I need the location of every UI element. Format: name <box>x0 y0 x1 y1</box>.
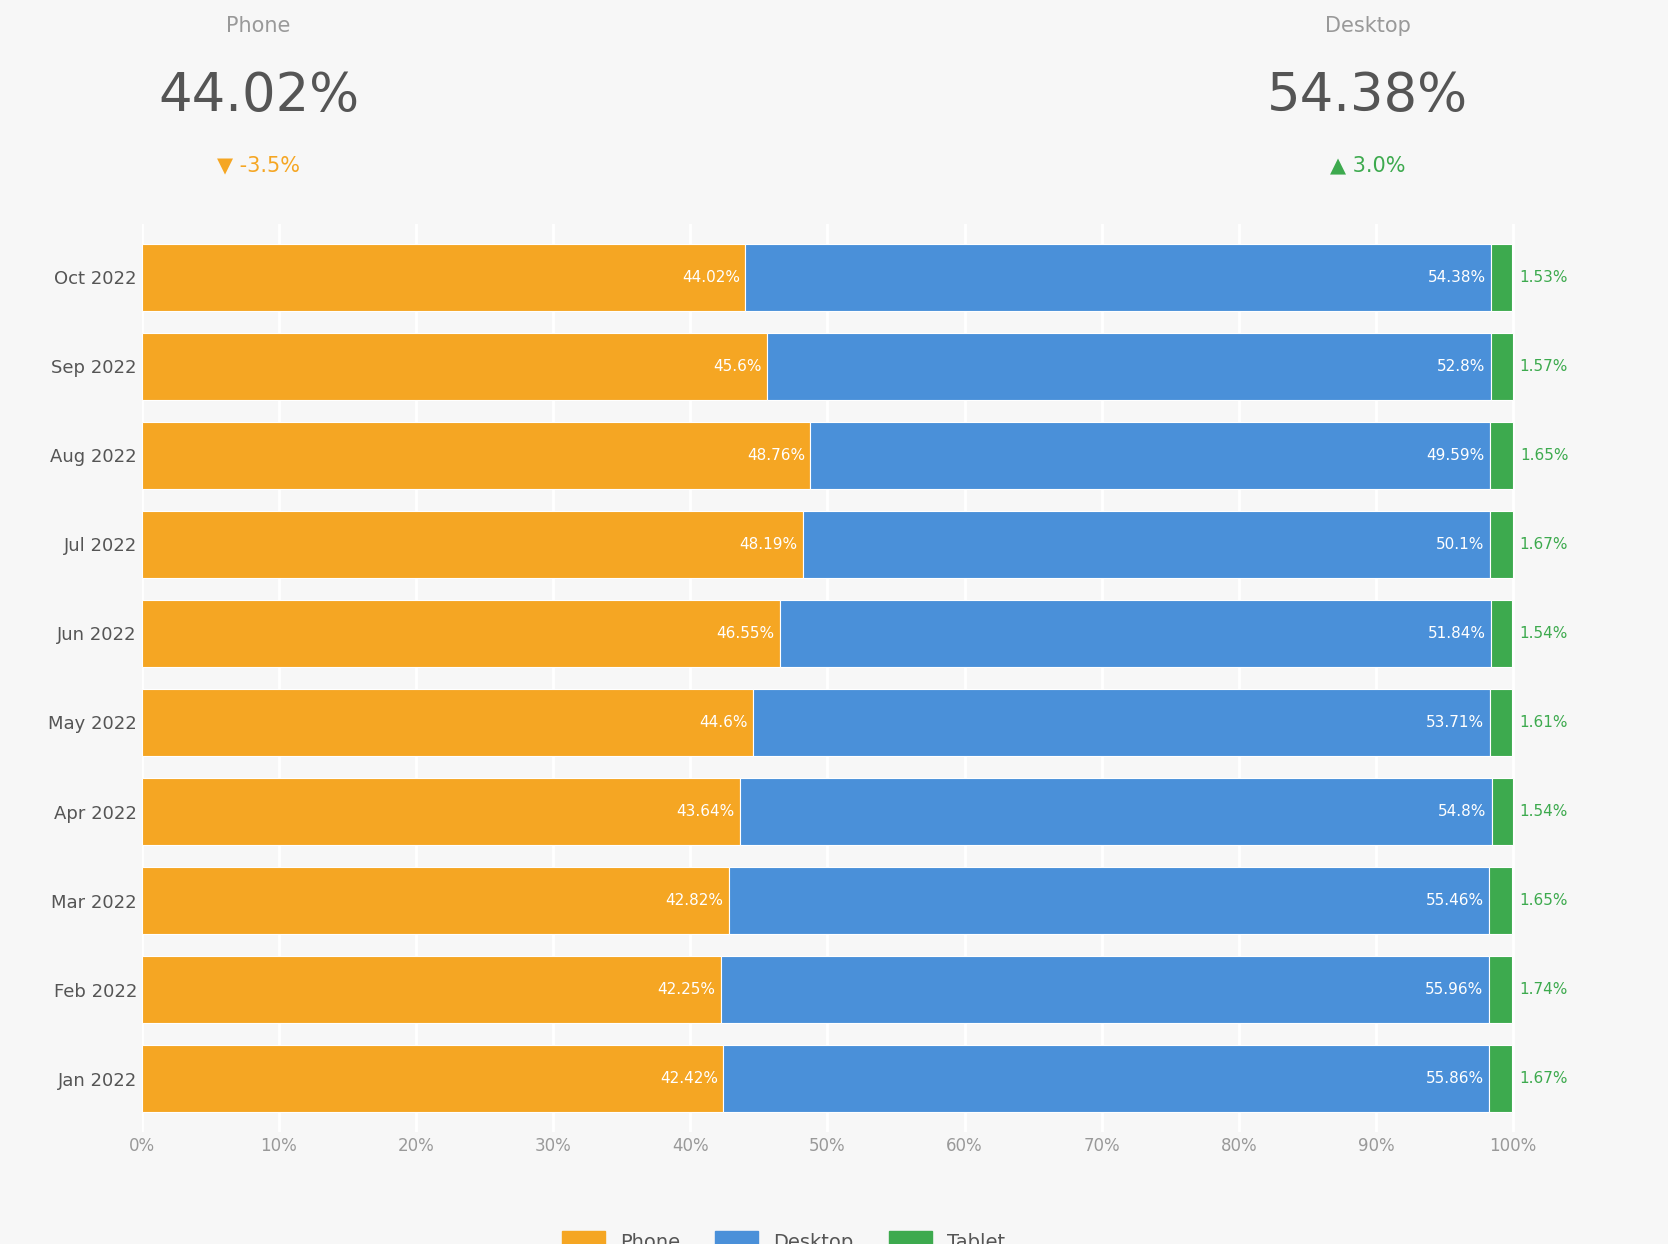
Text: 55.96%: 55.96% <box>1424 982 1483 998</box>
Text: 48.19%: 48.19% <box>739 537 797 552</box>
Bar <box>142 689 754 756</box>
Bar <box>142 600 781 667</box>
Bar <box>1490 1045 1513 1112</box>
Text: 1.61%: 1.61% <box>1520 715 1568 730</box>
Bar <box>1491 422 1513 489</box>
Bar <box>142 244 746 311</box>
Text: 49.59%: 49.59% <box>1426 448 1485 463</box>
Bar <box>142 333 767 399</box>
Text: 53.71%: 53.71% <box>1426 715 1485 730</box>
Bar <box>1491 779 1513 845</box>
Text: 1.57%: 1.57% <box>1520 358 1568 374</box>
Bar <box>754 689 1490 756</box>
Bar <box>729 867 1490 934</box>
Text: 43.64%: 43.64% <box>677 804 734 819</box>
Text: 52.8%: 52.8% <box>1438 358 1486 374</box>
Bar <box>1491 333 1513 399</box>
Bar <box>741 779 1491 845</box>
Text: 1.54%: 1.54% <box>1520 626 1568 641</box>
Bar <box>142 867 729 934</box>
Bar <box>724 1045 1490 1112</box>
Text: 1.65%: 1.65% <box>1520 893 1568 908</box>
Bar <box>1490 867 1513 934</box>
Text: 46.55%: 46.55% <box>717 626 774 641</box>
Text: 1.54%: 1.54% <box>1520 804 1568 819</box>
Text: 42.82%: 42.82% <box>666 893 724 908</box>
Bar <box>767 333 1491 399</box>
Text: 1.67%: 1.67% <box>1520 537 1568 552</box>
Text: 44.02%: 44.02% <box>682 270 741 285</box>
Text: 48.76%: 48.76% <box>747 448 806 463</box>
Text: 1.65%: 1.65% <box>1520 448 1568 463</box>
Text: 50.1%: 50.1% <box>1436 537 1485 552</box>
Text: 42.25%: 42.25% <box>657 982 716 998</box>
Bar <box>721 957 1488 1023</box>
Text: 55.46%: 55.46% <box>1426 893 1485 908</box>
Bar <box>802 511 1490 577</box>
Bar <box>1491 600 1513 667</box>
Text: ▲ 3.0%: ▲ 3.0% <box>1329 156 1406 175</box>
Bar <box>142 422 811 489</box>
Text: 54.8%: 54.8% <box>1438 804 1486 819</box>
Bar <box>142 957 721 1023</box>
Text: 1.74%: 1.74% <box>1520 982 1568 998</box>
Bar <box>781 600 1491 667</box>
Text: Phone: Phone <box>227 16 290 36</box>
Text: 44.6%: 44.6% <box>699 715 747 730</box>
Bar <box>142 1045 724 1112</box>
Text: 42.42%: 42.42% <box>661 1071 717 1086</box>
Text: 1.53%: 1.53% <box>1520 270 1568 285</box>
Text: 54.38%: 54.38% <box>1428 270 1486 285</box>
Text: ▼ -3.5%: ▼ -3.5% <box>217 156 300 175</box>
Bar <box>1491 244 1513 311</box>
Legend: Phone, Desktop, Tablet: Phone, Desktop, Tablet <box>554 1224 1012 1244</box>
Bar <box>1490 511 1513 577</box>
Text: 1.67%: 1.67% <box>1520 1071 1568 1086</box>
Bar <box>746 244 1491 311</box>
Bar <box>142 779 741 845</box>
Text: 45.6%: 45.6% <box>714 358 762 374</box>
Text: Desktop: Desktop <box>1324 16 1411 36</box>
Text: 51.84%: 51.84% <box>1428 626 1486 641</box>
Text: 44.02%: 44.02% <box>158 70 359 122</box>
Bar <box>1490 689 1511 756</box>
Bar <box>1488 957 1513 1023</box>
Text: 54.38%: 54.38% <box>1268 70 1468 122</box>
Text: 55.86%: 55.86% <box>1426 1071 1485 1086</box>
Bar <box>142 511 802 577</box>
Bar <box>811 422 1491 489</box>
